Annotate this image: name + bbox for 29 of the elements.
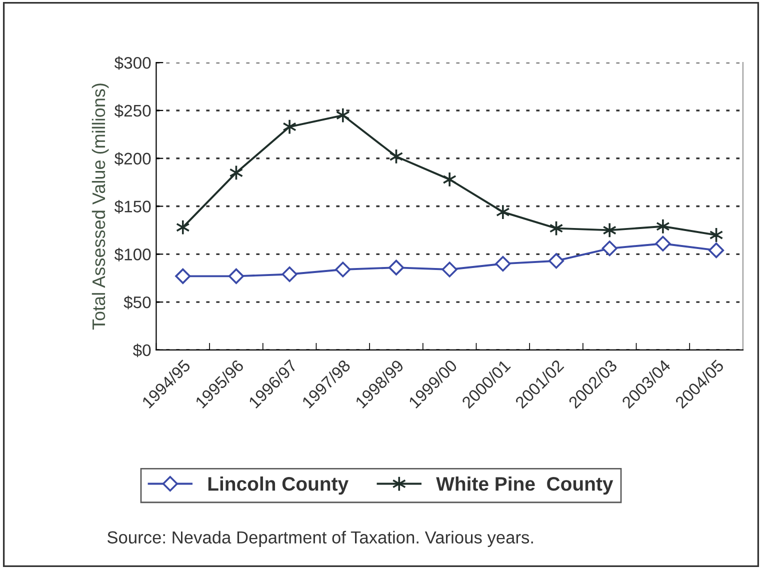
point xyxy=(548,253,564,269)
point xyxy=(282,118,296,135)
y-axis-title: Total Assessed Value (millions) xyxy=(92,84,109,330)
point xyxy=(335,262,351,278)
point xyxy=(496,204,510,220)
legend-label: White Pine County xyxy=(436,476,614,495)
source-note: Source: Nevada Department of Taxation. Various years. xyxy=(107,530,533,547)
point xyxy=(228,268,244,284)
point xyxy=(176,219,190,236)
point xyxy=(602,222,617,238)
y-tick-label: $150 xyxy=(114,200,151,214)
y-tick-label: $200 xyxy=(114,152,151,166)
point xyxy=(175,268,191,284)
point xyxy=(282,266,298,282)
point xyxy=(495,256,511,272)
legend-label: Lincoln County xyxy=(208,476,348,495)
y-tick-label: $50 xyxy=(124,296,151,310)
point xyxy=(708,242,724,258)
y-tick-label: $100 xyxy=(114,248,151,262)
point xyxy=(655,236,671,252)
y-tick-label: $300 xyxy=(114,56,151,70)
point xyxy=(442,172,456,188)
point xyxy=(656,218,670,234)
point xyxy=(442,262,458,278)
y-tick-label: $250 xyxy=(114,104,151,118)
point xyxy=(388,260,404,276)
y-tick-label: $0 xyxy=(132,344,151,358)
point xyxy=(602,240,618,256)
point xyxy=(336,107,350,124)
